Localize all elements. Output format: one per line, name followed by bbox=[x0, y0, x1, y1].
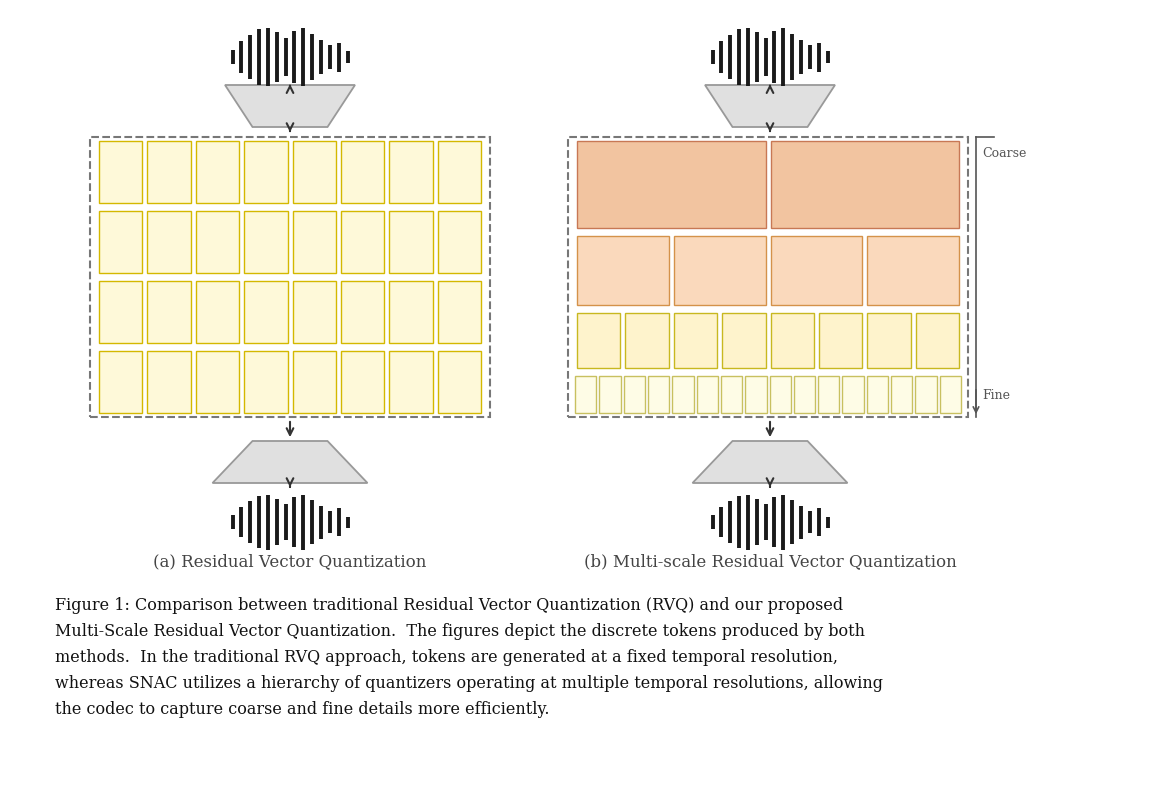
FancyBboxPatch shape bbox=[293, 141, 336, 203]
FancyBboxPatch shape bbox=[674, 313, 717, 368]
FancyBboxPatch shape bbox=[696, 376, 718, 413]
FancyBboxPatch shape bbox=[794, 376, 815, 413]
FancyBboxPatch shape bbox=[940, 376, 961, 413]
FancyBboxPatch shape bbox=[389, 211, 433, 273]
FancyBboxPatch shape bbox=[575, 376, 596, 413]
FancyBboxPatch shape bbox=[340, 141, 385, 203]
FancyBboxPatch shape bbox=[244, 281, 288, 343]
FancyBboxPatch shape bbox=[99, 211, 142, 273]
FancyBboxPatch shape bbox=[340, 281, 385, 343]
FancyBboxPatch shape bbox=[196, 141, 239, 203]
FancyBboxPatch shape bbox=[99, 141, 142, 203]
FancyBboxPatch shape bbox=[843, 376, 864, 413]
Text: (a) Residual Vector Quantization: (a) Residual Vector Quantization bbox=[153, 554, 427, 570]
FancyBboxPatch shape bbox=[244, 351, 288, 413]
FancyBboxPatch shape bbox=[771, 141, 958, 228]
FancyBboxPatch shape bbox=[915, 376, 936, 413]
Polygon shape bbox=[705, 85, 835, 127]
FancyBboxPatch shape bbox=[340, 211, 385, 273]
FancyBboxPatch shape bbox=[147, 211, 191, 273]
FancyBboxPatch shape bbox=[147, 141, 191, 203]
FancyBboxPatch shape bbox=[819, 313, 862, 368]
FancyBboxPatch shape bbox=[389, 351, 433, 413]
FancyBboxPatch shape bbox=[293, 351, 336, 413]
Text: whereas SNAC utilizes a hierarchy of quantizers operating at multiple temporal r: whereas SNAC utilizes a hierarchy of qua… bbox=[55, 675, 883, 692]
FancyBboxPatch shape bbox=[915, 313, 958, 368]
FancyBboxPatch shape bbox=[389, 281, 433, 343]
FancyBboxPatch shape bbox=[437, 141, 482, 203]
FancyBboxPatch shape bbox=[745, 376, 766, 413]
Polygon shape bbox=[212, 441, 367, 483]
FancyBboxPatch shape bbox=[196, 211, 239, 273]
Polygon shape bbox=[693, 441, 848, 483]
FancyBboxPatch shape bbox=[624, 376, 645, 413]
Text: Fine: Fine bbox=[982, 389, 1010, 402]
FancyBboxPatch shape bbox=[868, 313, 911, 368]
Text: (b) Multi-scale Residual Vector Quantization: (b) Multi-scale Residual Vector Quantiza… bbox=[584, 554, 956, 570]
Bar bbox=[90, 137, 490, 417]
FancyBboxPatch shape bbox=[577, 313, 620, 368]
FancyBboxPatch shape bbox=[599, 376, 620, 413]
FancyBboxPatch shape bbox=[244, 211, 288, 273]
Text: the codec to capture coarse and fine details more efficiently.: the codec to capture coarse and fine det… bbox=[55, 701, 549, 718]
FancyBboxPatch shape bbox=[437, 351, 482, 413]
FancyBboxPatch shape bbox=[577, 141, 766, 228]
FancyBboxPatch shape bbox=[866, 376, 888, 413]
FancyBboxPatch shape bbox=[340, 351, 385, 413]
FancyBboxPatch shape bbox=[648, 376, 669, 413]
FancyBboxPatch shape bbox=[147, 351, 191, 413]
FancyBboxPatch shape bbox=[721, 376, 743, 413]
FancyBboxPatch shape bbox=[673, 376, 694, 413]
FancyBboxPatch shape bbox=[577, 237, 669, 305]
FancyBboxPatch shape bbox=[293, 211, 336, 273]
FancyBboxPatch shape bbox=[389, 141, 433, 203]
Text: Multi-Scale Residual Vector Quantization.  The figures depict the discrete token: Multi-Scale Residual Vector Quantization… bbox=[55, 623, 865, 640]
Bar bbox=[568, 137, 968, 417]
FancyBboxPatch shape bbox=[891, 376, 912, 413]
FancyBboxPatch shape bbox=[722, 313, 766, 368]
FancyBboxPatch shape bbox=[868, 237, 958, 305]
Polygon shape bbox=[225, 85, 354, 127]
FancyBboxPatch shape bbox=[819, 376, 840, 413]
FancyBboxPatch shape bbox=[625, 313, 669, 368]
FancyBboxPatch shape bbox=[437, 211, 482, 273]
FancyBboxPatch shape bbox=[770, 376, 791, 413]
FancyBboxPatch shape bbox=[147, 281, 191, 343]
FancyBboxPatch shape bbox=[293, 281, 336, 343]
FancyBboxPatch shape bbox=[437, 281, 482, 343]
FancyBboxPatch shape bbox=[674, 237, 766, 305]
Text: Coarse: Coarse bbox=[982, 147, 1026, 160]
FancyBboxPatch shape bbox=[99, 351, 142, 413]
FancyBboxPatch shape bbox=[244, 141, 288, 203]
FancyBboxPatch shape bbox=[196, 281, 239, 343]
FancyBboxPatch shape bbox=[771, 237, 862, 305]
FancyBboxPatch shape bbox=[771, 313, 814, 368]
FancyBboxPatch shape bbox=[196, 351, 239, 413]
Text: methods.  In the traditional RVQ approach, tokens are generated at a fixed tempo: methods. In the traditional RVQ approach… bbox=[55, 649, 838, 666]
Text: Figure 1: Comparison between traditional Residual Vector Quantization (RVQ) and : Figure 1: Comparison between traditional… bbox=[55, 597, 843, 614]
FancyBboxPatch shape bbox=[99, 281, 142, 343]
